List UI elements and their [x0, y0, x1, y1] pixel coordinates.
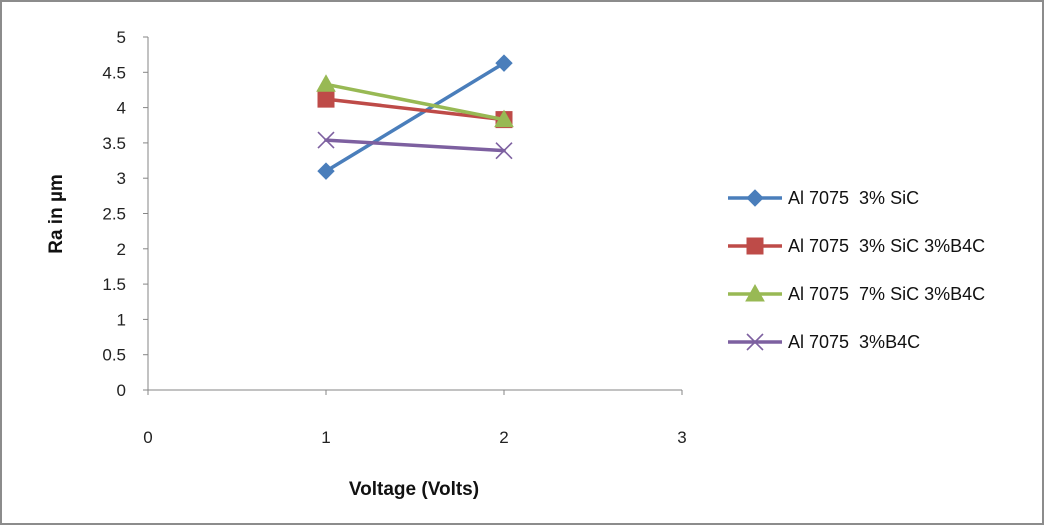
- x-marker-stroke: [495, 142, 513, 160]
- chart-axes: [147, 37, 682, 391]
- legend-item-1: Al 7075 3% SiC: [728, 188, 919, 208]
- series-line: [324, 138, 506, 153]
- series-line: [324, 82, 506, 122]
- y-tick-label: 1: [117, 310, 126, 329]
- y-tick-label: 4: [117, 99, 126, 118]
- x-tick-label: 1: [321, 428, 330, 447]
- y-axis-tick-labels: 0 0.5 1 1.5 2 2.5 3 3.5 4 4.5 5: [102, 28, 148, 400]
- legend-marker: [746, 237, 764, 255]
- legend-marker: [746, 189, 764, 207]
- data-point-marker: [495, 54, 513, 72]
- y-tick-label: 0: [117, 381, 126, 400]
- legend-item-2: Al 7075 3% SiC 3%B4C: [728, 236, 985, 256]
- chart-legend: Al 7075 3% SiC Al 7075 3% SiC 3%B4C Al 707…: [728, 188, 985, 352]
- data-point-marker: [317, 90, 335, 108]
- x-tick-label: 3: [677, 428, 686, 447]
- x-marker-stroke: [746, 333, 764, 351]
- y-tick-label: 1.5: [102, 275, 126, 294]
- series-3: [316, 74, 514, 128]
- data-point-marker: [494, 109, 514, 128]
- data-point-marker: [495, 142, 513, 160]
- y-tick-label: 2: [117, 240, 126, 259]
- legend-marker: [745, 283, 765, 302]
- legend-label: Al 7075 3% SiC: [788, 188, 919, 208]
- series-1: [317, 54, 513, 180]
- legend-marker: [746, 333, 764, 351]
- data-point-marker: [317, 162, 335, 180]
- x-axis-title: Voltage (Volts): [349, 479, 479, 500]
- legend-label: Al 7075 3%B4C: [788, 332, 920, 352]
- x-marker-stroke: [317, 131, 335, 149]
- series-line: [324, 97, 506, 122]
- series-4: [317, 131, 513, 160]
- legend-label: Al 7075 3% SiC 3%B4C: [788, 236, 985, 256]
- y-tick-label: 2.5: [102, 205, 126, 224]
- x-tick-label: 2: [499, 428, 508, 447]
- legend-item-3: Al 7075 7% SiC 3%B4C: [728, 283, 985, 304]
- y-tick-label: 3: [117, 169, 126, 188]
- legend-label: Al 7075 7% SiC 3%B4C: [788, 284, 985, 304]
- series-2: [317, 90, 513, 129]
- chart-series: [316, 54, 514, 180]
- y-tick-label: 4.5: [102, 63, 126, 82]
- y-axis-title: Ra in µm: [46, 174, 67, 254]
- y-tick-label: 3.5: [102, 134, 126, 153]
- data-point-marker: [316, 74, 336, 92]
- series-line: [324, 61, 506, 173]
- x-axis-tick-labels: 0 1 2 3: [143, 390, 687, 447]
- x-tick-label: 0: [143, 428, 152, 447]
- data-point-marker: [317, 131, 335, 149]
- legend-item-4: Al 7075 3%B4C: [728, 332, 920, 352]
- y-tick-label: 0.5: [102, 346, 126, 365]
- y-tick-label: 5: [117, 28, 126, 47]
